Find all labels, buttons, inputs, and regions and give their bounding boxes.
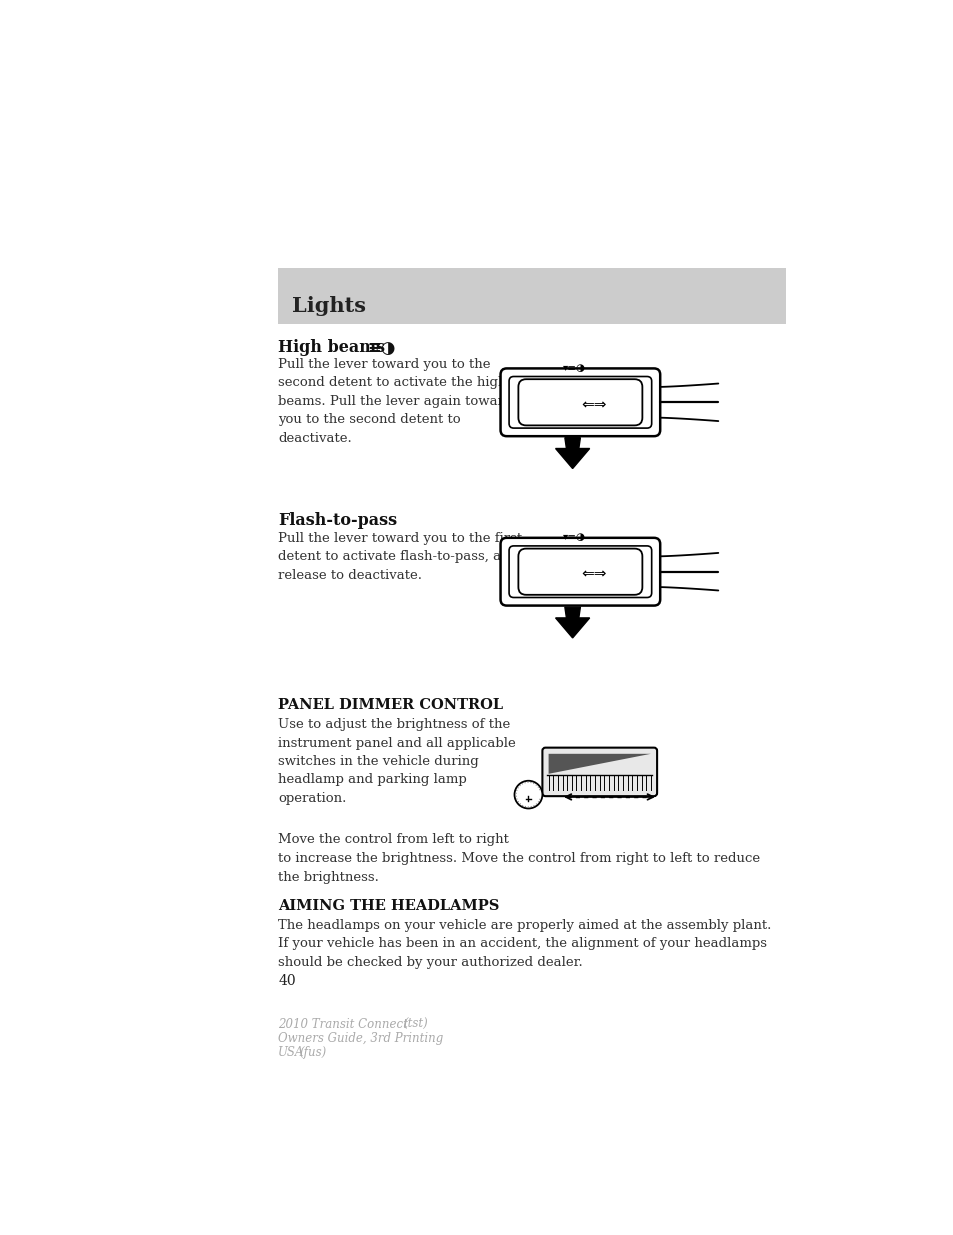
FancyBboxPatch shape [500,368,659,436]
FancyBboxPatch shape [509,377,651,429]
FancyBboxPatch shape [500,537,659,605]
Text: Owners Guide, 3rd Printing: Owners Guide, 3rd Printing [278,1032,443,1045]
Polygon shape [564,437,579,448]
Polygon shape [564,608,579,618]
Text: Pull the lever toward you to the first
detent to activate flash-to-pass, and
rel: Pull the lever toward you to the first d… [278,531,521,582]
FancyBboxPatch shape [542,747,657,797]
Polygon shape [555,618,589,638]
Text: Flash-to-pass: Flash-to-pass [278,511,396,529]
Text: 2010 Transit Connect: 2010 Transit Connect [278,1019,408,1031]
Text: ⇐⇒: ⇐⇒ [581,398,606,412]
Text: ⇐⇒: ⇐⇒ [581,567,606,582]
Text: 40: 40 [278,973,295,988]
Text: ≡◑: ≡◑ [367,340,395,357]
FancyBboxPatch shape [517,379,641,425]
Text: USA: USA [278,1046,304,1060]
Text: (tst): (tst) [403,1019,428,1031]
Text: High beams: High beams [278,340,385,356]
FancyBboxPatch shape [517,548,641,595]
Text: PANEL DIMMER CONTROL: PANEL DIMMER CONTROL [278,698,503,713]
Text: Use to adjust the brightness of the
instrument panel and all applicable
switches: Use to adjust the brightness of the inst… [278,718,516,805]
Text: Move the control from left to right
to increase the brightness. Move the control: Move the control from left to right to i… [278,834,760,883]
Polygon shape [555,448,589,468]
Text: ▾≡◑: ▾≡◑ [562,363,585,373]
Bar [278,268,785,324]
FancyBboxPatch shape [509,546,651,598]
Text: Lights: Lights [292,296,366,316]
Text: ▾≡◑: ▾≡◑ [562,532,585,542]
Text: The headlamps on your vehicle are properly aimed at the assembly plant.
If your : The headlamps on your vehicle are proper… [278,919,771,969]
Text: (fus): (fus) [299,1046,327,1060]
Text: Pull the lever toward you to the
second detent to activate the high
beams. Pull : Pull the lever toward you to the second … [278,358,512,445]
Circle shape [514,781,542,809]
Polygon shape [548,753,650,774]
Text: AIMING THE HEADLAMPS: AIMING THE HEADLAMPS [278,899,499,913]
